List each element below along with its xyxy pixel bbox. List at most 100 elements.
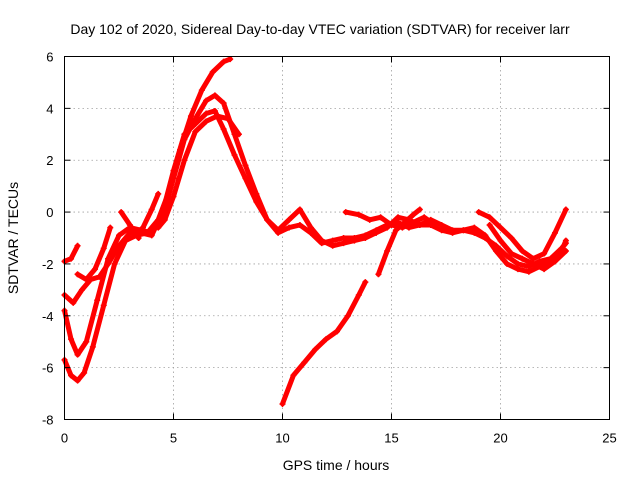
series-arc-8 [155,113,242,231]
data-point [74,271,81,278]
data-point [401,219,408,226]
y-axis-ticks: -8 -6 -4 -2 0 2 4 6 [42,50,610,428]
x-tick-label: 20 [493,431,507,446]
data-point [100,302,107,309]
plot-frame [64,56,610,420]
data-point [530,260,537,267]
data-point [307,224,314,231]
data-point [541,250,548,257]
data-point [486,214,493,221]
series-arc-3 [61,92,569,358]
data-point [118,209,125,216]
data-point [135,235,142,241]
data-point [181,136,188,143]
data-point [493,247,500,254]
data-point [70,299,77,306]
data-point [438,222,445,229]
data-point [242,162,249,169]
data-point [161,216,168,223]
series-trace [375,207,423,277]
x-axis-ticks: 0 5 10 15 20 25 [61,56,617,446]
y-tick-label: 0 [46,205,53,220]
data-point [416,206,423,213]
data-point [192,128,199,135]
data-point [497,237,504,244]
data-point [519,247,526,254]
data-point [344,312,351,319]
x-tick-label: 0 [61,431,68,446]
data-point [211,92,218,99]
y-tick-label: 4 [46,101,53,116]
x-tick-label: 25 [602,431,616,446]
data-point [384,247,391,254]
data-point [508,235,515,241]
data-point [340,235,347,241]
data-point [231,152,238,159]
data-point [94,297,101,304]
data-point [83,276,90,283]
data-point [323,336,330,343]
data-point [126,229,133,236]
data-point [74,351,81,358]
y-axis-label: SDTVAR / TECUs [5,182,21,294]
data-point [486,222,493,229]
data-point [475,209,482,216]
data-point [541,266,548,273]
data-point [148,206,155,213]
data-point [416,222,423,229]
y-tick-label: -8 [42,413,54,428]
data-point [81,369,88,376]
data-point [100,245,107,252]
data-point [504,260,511,267]
series-arc-7 [131,190,162,239]
data-point [438,227,445,234]
data-point [198,87,205,94]
data-point [187,113,194,120]
series-trace [131,191,161,238]
data-point [131,232,138,239]
data-point [351,237,358,244]
data-point [111,260,118,267]
series-arc-2 [61,107,569,306]
data-point [460,227,467,234]
data-point [340,240,347,247]
data-point [68,372,75,379]
data-point [334,328,340,335]
data-point [107,224,114,231]
data-point [203,97,210,104]
data-point [74,377,81,384]
data-point [355,292,362,299]
data-point [508,250,515,257]
data-point [139,224,146,231]
data-point [514,260,521,267]
chart-title: Day 102 of 2020, Sidereal Day-to-day VTE… [70,21,570,37]
data-point [318,237,325,244]
data-point [155,224,162,231]
data-point [286,216,293,223]
data-point [471,224,478,231]
data-point [253,190,260,197]
data-point [562,206,569,213]
data-point [116,232,122,239]
y-tick-label: 6 [46,50,53,65]
data-point [388,222,395,229]
series-arc-9 [279,279,369,407]
data-point [449,229,456,236]
data-point [68,255,75,262]
data-point [220,58,227,65]
data-point [525,268,532,275]
data-point [214,113,221,120]
data-point [89,343,96,350]
data-point [279,400,286,407]
y-tick-label: -6 [42,361,54,376]
data-point [170,193,177,200]
data-point [421,214,428,221]
data-point [74,242,81,249]
data-point [116,242,122,249]
y-gridlines [64,107,610,369]
data-point [235,131,242,138]
data-point [366,216,373,223]
data-point [552,229,558,236]
data-point [432,222,439,229]
data-point [209,69,216,76]
